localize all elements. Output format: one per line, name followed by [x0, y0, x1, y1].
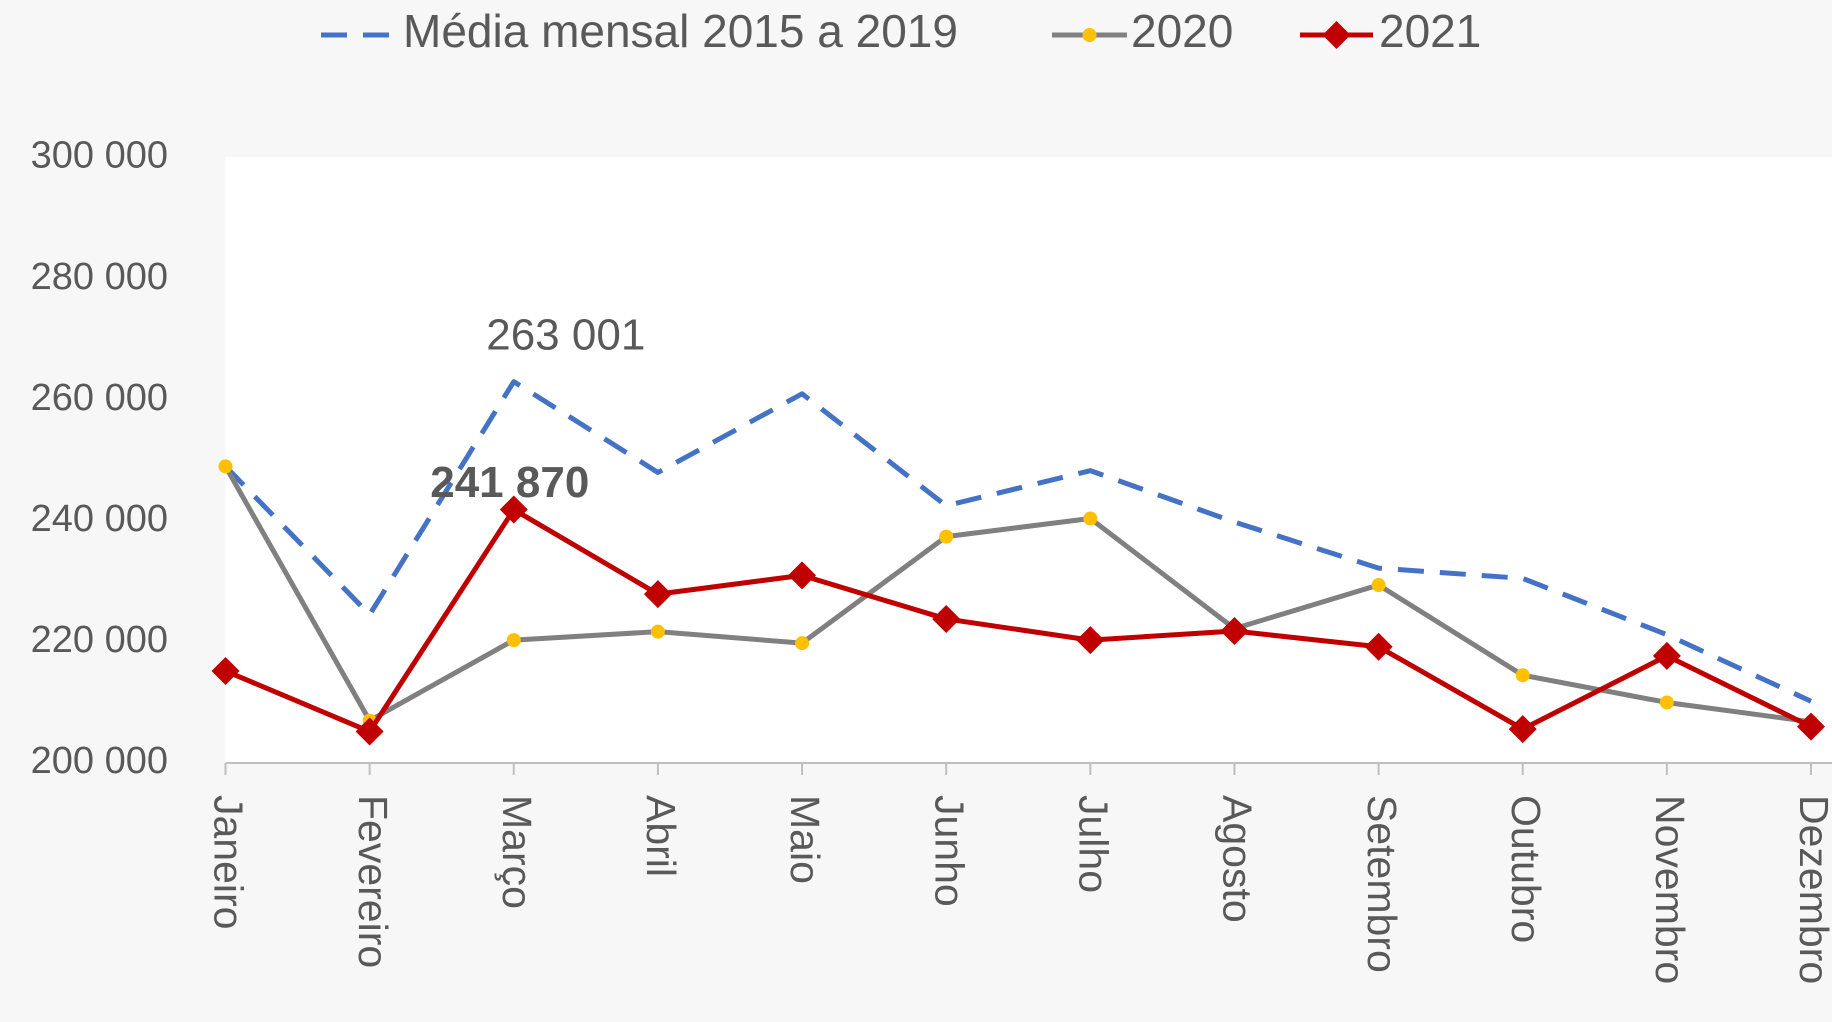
- marker: [1515, 668, 1530, 683]
- marker: [1508, 715, 1537, 744]
- marker: [1659, 695, 1674, 710]
- marker: [932, 604, 961, 633]
- marker: [211, 656, 240, 685]
- x-tick-label: Novembro: [1647, 795, 1693, 984]
- legend-label: 2020: [1131, 5, 1233, 57]
- x-tick-label: Dezembro: [1791, 795, 1832, 984]
- marker: [1797, 712, 1825, 741]
- x-tick-label: Maio: [782, 795, 828, 884]
- marker: [355, 717, 384, 746]
- y-tick-label: 300 000: [31, 135, 168, 177]
- x-tick-label: Agosto: [1215, 795, 1261, 923]
- legend-label: 2021: [1379, 5, 1481, 57]
- marker: [939, 529, 954, 544]
- marker: [650, 624, 665, 639]
- legend-label: Média mensal 2015 a 2019: [403, 5, 958, 57]
- x-tick-label: Julho: [1070, 795, 1116, 893]
- marker: [788, 561, 817, 590]
- x-tick-label: Outubro: [1503, 795, 1549, 943]
- marker: [643, 580, 672, 609]
- data-label: 241 870: [430, 458, 589, 507]
- marker: [1364, 632, 1393, 661]
- x-tick-label: Janeiro: [206, 795, 252, 929]
- marker: [795, 636, 810, 651]
- y-tick-label: 260 000: [31, 377, 168, 419]
- marker: [1076, 626, 1105, 655]
- marker: [1220, 617, 1249, 646]
- data-label: 263 001: [486, 310, 645, 359]
- marker: [506, 633, 521, 648]
- x-tick-label: Março: [494, 795, 540, 909]
- y-tick-label: 220 000: [31, 619, 168, 661]
- y-tick-label: 200 000: [31, 740, 168, 782]
- marker: [1652, 641, 1681, 670]
- marker: [1371, 578, 1386, 593]
- x-tick-label: Junho: [926, 795, 972, 907]
- x-tick-label: Abril: [638, 795, 684, 877]
- y-tick-label: 240 000: [31, 498, 168, 540]
- marker: [499, 495, 528, 524]
- marker: [1083, 511, 1098, 526]
- series-line: [223, 379, 1813, 704]
- marker: [218, 459, 233, 474]
- x-tick-label: Setembro: [1359, 795, 1405, 973]
- legend-marker: [1082, 28, 1097, 42]
- y-tick-label: 280 000: [31, 256, 168, 298]
- series-line: [224, 507, 1813, 735]
- plot-area: [225, 157, 1832, 763]
- series-line: [223, 465, 1812, 725]
- x-tick-label: Fevereiro: [350, 795, 396, 968]
- legend-marker: [1322, 21, 1351, 49]
